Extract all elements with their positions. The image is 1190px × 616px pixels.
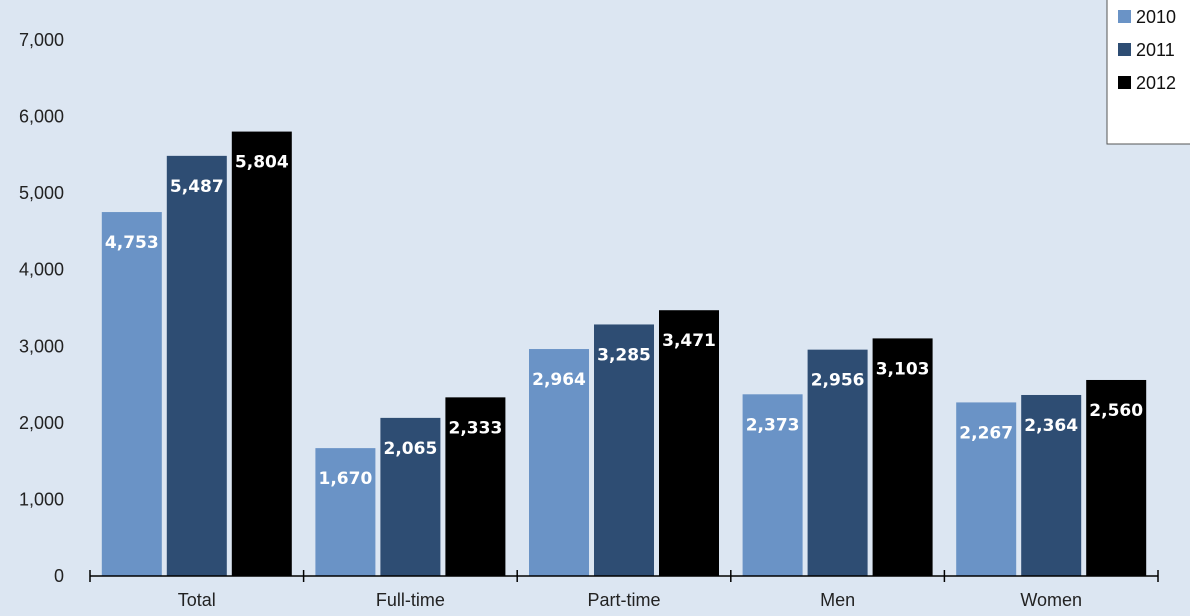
x-tick-label: Women [1020, 590, 1082, 610]
y-tick-label: 2,000 [19, 413, 64, 433]
y-axis: 0 1,000 2,000 3,000 4,000 5,000 6,000 7,000 [19, 30, 64, 586]
legend: 2010 2011 2012 [1106, 0, 1190, 145]
legend-label: 2010 [1136, 7, 1176, 27]
y-tick-label: 5,000 [19, 183, 64, 203]
bar-2012-part-time [659, 310, 719, 576]
y-tick-label: 6,000 [19, 107, 64, 127]
x-axis: Total Full-time Part-time Men Women [89, 570, 1159, 610]
bar-2010-part-time [529, 349, 589, 576]
bar-2011-full-time [380, 417, 441, 576]
bar-2012-full-time [445, 397, 506, 576]
data-label: 2,560 [1089, 401, 1143, 421]
bar-2011-total [166, 155, 227, 576]
bar-2010-total [101, 212, 162, 576]
legend-swatch [1118, 10, 1131, 23]
bar-2010-full-time [315, 448, 376, 576]
data-label: 3,285 [597, 345, 651, 365]
legend-label: 2011 [1136, 40, 1175, 60]
data-label: 2,333 [449, 418, 503, 438]
data-labels: 4,753 5,487 5,804 1,670 2,065 2,333 2,964 3,285… [105, 153, 1143, 490]
bar-2011-part-time [594, 324, 654, 576]
legend-swatch [1118, 43, 1131, 56]
x-tick-label: Part-time [587, 590, 660, 610]
bar-2012-total [231, 131, 292, 577]
data-label: 2,964 [532, 370, 586, 390]
data-label: 2,364 [1024, 416, 1078, 436]
data-label: 3,103 [876, 359, 930, 379]
data-label: 2,373 [746, 415, 800, 435]
legend-swatch [1118, 76, 1131, 89]
y-tick-label: 4,000 [19, 260, 64, 280]
data-label: 5,487 [170, 177, 224, 197]
bar-2012-women [1086, 379, 1147, 576]
bar-2011-men [807, 349, 868, 576]
bars [101, 131, 1147, 577]
x-tick-label: Full-time [376, 590, 445, 610]
bar-2010-men [742, 394, 803, 576]
data-label: 1,670 [319, 469, 373, 489]
bar-2012-men [872, 338, 933, 576]
x-tick-label: Total [178, 590, 216, 610]
data-label: 2,267 [959, 423, 1013, 443]
data-label: 5,804 [235, 153, 289, 173]
y-tick-label: 0 [54, 566, 64, 586]
x-tick-label: Men [820, 590, 855, 610]
data-label: 3,471 [662, 331, 716, 351]
y-tick-label: 1,000 [19, 489, 64, 509]
legend-box [1106, 0, 1190, 145]
bar-2011-women [1021, 394, 1082, 576]
data-label: 2,065 [384, 439, 438, 459]
legend-label: 2012 [1136, 73, 1176, 93]
y-tick-label: 3,000 [19, 336, 64, 356]
data-label: 4,753 [105, 233, 159, 253]
y-tick-label: 7,000 [19, 30, 64, 50]
data-label: 2,956 [811, 371, 865, 391]
bar-2010-women [956, 402, 1017, 576]
